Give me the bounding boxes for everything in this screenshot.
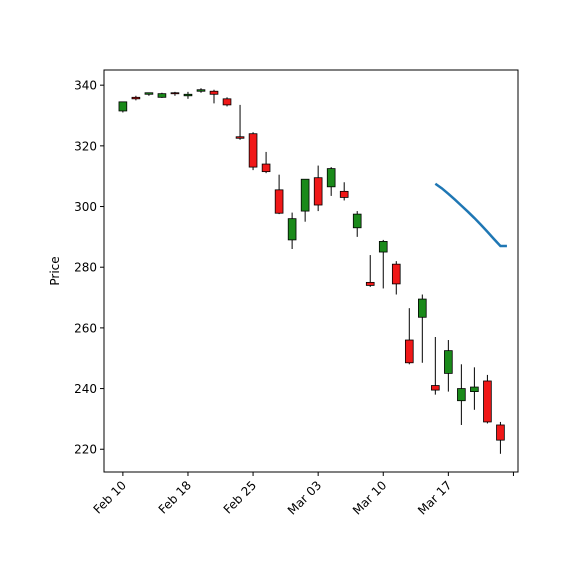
candle-body-up [326,168,336,188]
candle [170,91,180,96]
candle [339,182,349,201]
candle-body-up [418,298,427,318]
candle [365,255,375,287]
y-axis: 220 240 260 280 300 320 340 [74,79,104,457]
y-axis-label: Price [48,256,62,285]
candle [157,92,167,98]
x-tick-label: Mar 03 [285,478,324,517]
candle-body-down [365,281,375,286]
candle-body-down [261,163,271,173]
candle [444,340,453,392]
y-tick-label: 340 [74,79,97,93]
candle-body-up [352,213,362,229]
candle-body-up [183,93,193,97]
candle [144,92,154,96]
y-tick-label: 300 [74,200,97,214]
trend-line [434,182,507,248]
candle [131,95,141,101]
candle [431,336,440,395]
candle-body-down [209,90,219,95]
candle-body-down [313,177,323,206]
candle [118,101,128,113]
candle [196,88,206,93]
candle [391,261,401,295]
candle [352,211,362,237]
candle [300,178,310,222]
candle [222,97,232,107]
candle [457,364,466,425]
candle-body-down [496,424,505,441]
candle-body-up [378,241,388,253]
candle [378,239,388,289]
candle-body-down [404,339,414,364]
x-tick-label: Feb 18 [156,478,194,516]
candle-body-up [457,388,466,402]
candle-body-up [196,89,206,92]
candle-body-up [444,350,453,374]
candle-body-down [235,136,245,139]
y-tick-label: 280 [74,261,97,275]
candle [209,89,219,104]
candle-body-down [131,96,141,100]
x-tick-label: Mar 17 [415,478,454,517]
candle-body-up [144,92,154,95]
candle-body-up [118,101,128,112]
candle-body-down [170,92,180,95]
candle-body-down [431,385,440,391]
y-tick-label: 320 [74,139,97,153]
x-axis: Feb 10 Feb 18 Feb 25 Mar 03 Mar 10 Mar 17 [91,472,514,518]
candle [313,165,323,212]
candle [183,91,193,99]
candles-layer [118,88,505,454]
candle-body-up [287,218,297,241]
candle [418,294,427,363]
candle-body-down [483,380,492,423]
y-tick-label: 240 [74,382,97,396]
x-tick-label: Feb 10 [91,478,129,516]
candle-body-down [248,133,258,168]
candle [483,374,492,424]
candle-body-down [339,190,349,198]
x-tick-label: Mar 10 [350,478,389,517]
candle-body-down [274,189,284,214]
plot-frame [103,69,519,473]
line-layer [434,182,507,248]
candle-body-up [470,386,479,392]
candle [261,151,271,174]
candle [404,308,414,365]
x-tick-label: Feb 25 [221,478,259,516]
plot-area [104,70,518,472]
candle [248,132,258,171]
candle [274,174,284,215]
candle [287,212,297,250]
candle-body-up [157,93,167,98]
candle-body-down [222,98,232,106]
candle-body-down [391,263,401,285]
candle-body-up [300,178,310,212]
y-tick-label: 220 [74,443,97,457]
candle [496,421,505,454]
candle [326,167,336,196]
candle [470,367,479,410]
candle [235,104,245,140]
y-tick-label: 260 [74,321,97,335]
